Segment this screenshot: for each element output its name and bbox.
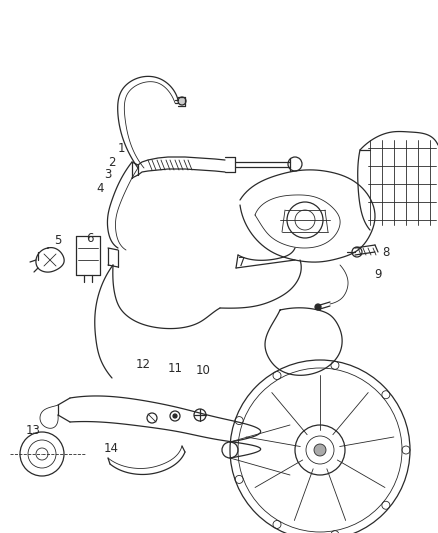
Text: 10: 10 xyxy=(196,364,211,376)
Text: 3: 3 xyxy=(104,167,111,181)
Text: 12: 12 xyxy=(136,358,151,370)
Circle shape xyxy=(314,444,326,456)
Text: 7: 7 xyxy=(238,255,246,269)
Text: 2: 2 xyxy=(108,156,116,168)
Text: 11: 11 xyxy=(168,361,183,375)
Circle shape xyxy=(315,304,321,310)
Circle shape xyxy=(173,414,177,418)
Text: 13: 13 xyxy=(26,424,41,437)
Text: 6: 6 xyxy=(86,231,93,245)
Text: 1: 1 xyxy=(118,141,126,155)
Text: 4: 4 xyxy=(96,182,103,195)
Text: 14: 14 xyxy=(104,441,119,455)
Text: 5: 5 xyxy=(54,233,61,246)
Text: 9: 9 xyxy=(374,268,381,280)
Circle shape xyxy=(178,97,186,105)
Text: 8: 8 xyxy=(382,246,389,259)
